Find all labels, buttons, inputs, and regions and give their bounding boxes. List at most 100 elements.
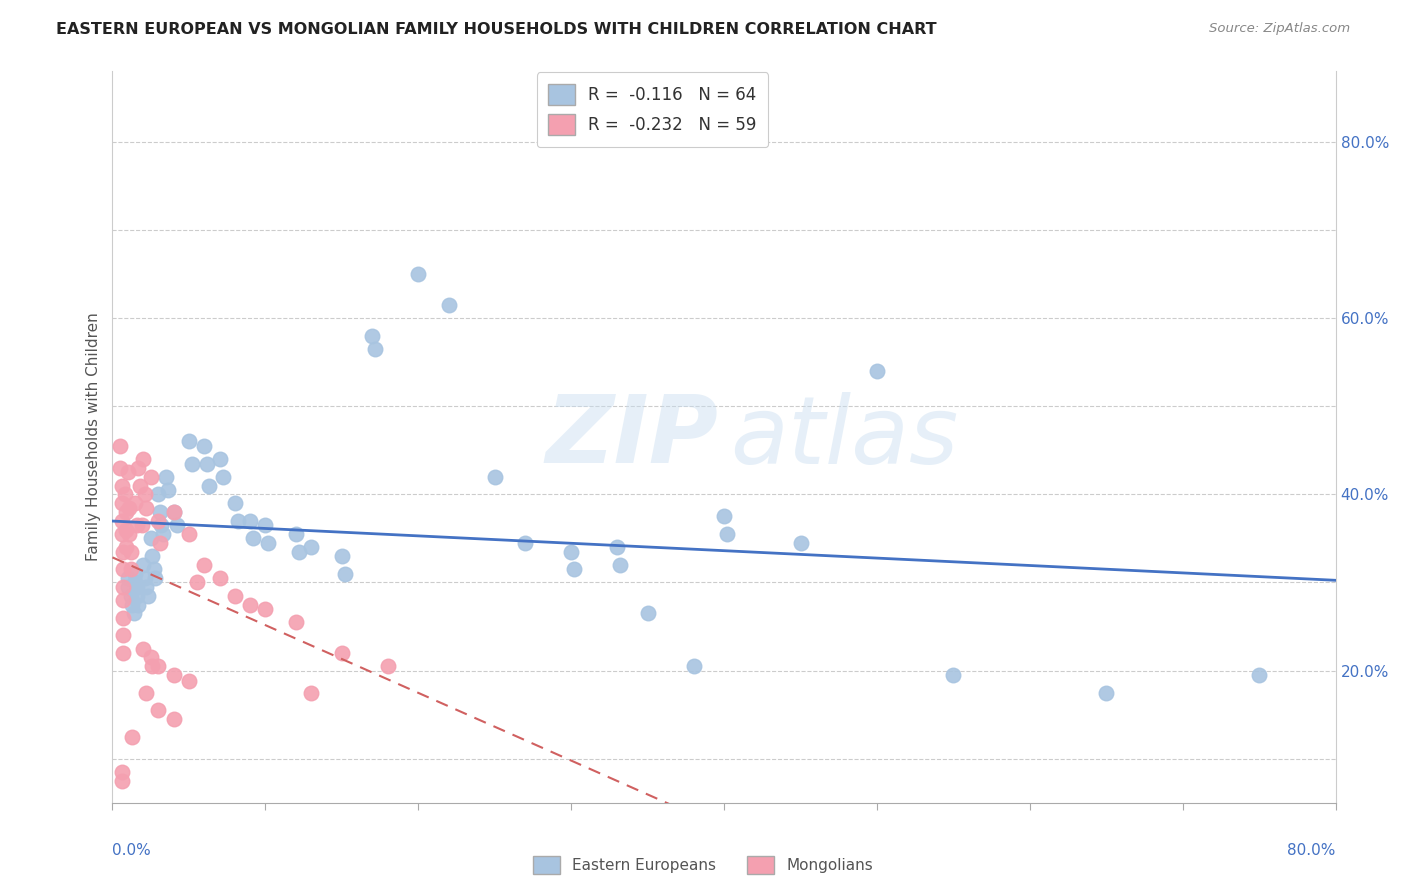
- Point: [148, 487, 170, 501]
- Point: [135, 580, 157, 594]
- Text: 80.0%: 80.0%: [1288, 843, 1336, 858]
- Point: [142, 562, 165, 576]
- Point: [866, 364, 889, 378]
- Point: [111, 773, 134, 788]
- Point: [242, 532, 264, 546]
- Point: [136, 589, 159, 603]
- Point: [121, 598, 143, 612]
- Point: [117, 571, 139, 585]
- Point: [437, 298, 460, 312]
- Point: [129, 478, 152, 492]
- Point: [112, 544, 135, 558]
- Point: [208, 452, 231, 467]
- Point: [239, 598, 262, 612]
- Point: [186, 575, 208, 590]
- Point: [299, 540, 322, 554]
- Point: [139, 650, 162, 665]
- Point: [254, 602, 277, 616]
- Point: [148, 514, 170, 528]
- Point: [150, 518, 173, 533]
- Point: [115, 523, 138, 537]
- Point: [155, 469, 177, 483]
- Point: [224, 589, 246, 603]
- Point: [112, 628, 135, 642]
- Point: [195, 457, 218, 471]
- Point: [117, 466, 139, 480]
- Point: [377, 659, 399, 673]
- Text: atlas: atlas: [730, 392, 959, 483]
- Point: [163, 505, 186, 519]
- Point: [716, 527, 738, 541]
- Point: [484, 469, 506, 483]
- Point: [330, 646, 353, 660]
- Point: [118, 527, 141, 541]
- Point: [112, 562, 135, 576]
- Point: [111, 527, 134, 541]
- Text: Source: ZipAtlas.com: Source: ZipAtlas.com: [1209, 22, 1350, 36]
- Point: [163, 712, 186, 726]
- Point: [124, 496, 146, 510]
- Point: [114, 487, 136, 501]
- Point: [111, 764, 134, 779]
- Point: [125, 518, 148, 533]
- Point: [141, 659, 163, 673]
- Legend: R =  -0.116   N = 64, R =  -0.232   N = 59: R = -0.116 N = 64, R = -0.232 N = 59: [537, 72, 769, 147]
- Y-axis label: Family Households with Children: Family Households with Children: [86, 313, 101, 561]
- Point: [515, 536, 537, 550]
- Point: [139, 469, 162, 483]
- Point: [562, 562, 585, 576]
- Point: [330, 549, 353, 563]
- Point: [115, 505, 138, 519]
- Point: [141, 549, 163, 563]
- Point: [115, 540, 138, 554]
- Point: [122, 607, 145, 621]
- Legend: Eastern Europeans, Mongolians: Eastern Europeans, Mongolians: [526, 850, 880, 880]
- Point: [177, 527, 200, 541]
- Point: [408, 267, 430, 281]
- Point: [112, 593, 135, 607]
- Point: [198, 478, 221, 492]
- Text: EASTERN EUROPEAN VS MONGOLIAN FAMILY HOUSEHOLDS WITH CHILDREN CORRELATION CHART: EASTERN EUROPEAN VS MONGOLIAN FAMILY HOU…: [56, 22, 936, 37]
- Point: [108, 461, 131, 475]
- Point: [127, 461, 149, 475]
- Point: [111, 496, 134, 510]
- Point: [143, 571, 166, 585]
- Point: [124, 566, 146, 581]
- Point: [148, 659, 170, 673]
- Point: [333, 566, 356, 581]
- Point: [163, 668, 186, 682]
- Point: [211, 469, 233, 483]
- Point: [117, 580, 139, 594]
- Point: [112, 646, 135, 660]
- Point: [132, 641, 155, 656]
- Point: [364, 342, 387, 356]
- Point: [149, 505, 172, 519]
- Point: [112, 611, 135, 625]
- Point: [682, 659, 704, 673]
- Point: [181, 457, 204, 471]
- Point: [606, 540, 628, 554]
- Point: [208, 571, 231, 585]
- Point: [284, 527, 308, 541]
- Point: [132, 558, 155, 572]
- Point: [125, 589, 148, 603]
- Point: [139, 532, 162, 546]
- Point: [1095, 686, 1118, 700]
- Point: [120, 589, 142, 603]
- Point: [226, 514, 249, 528]
- Point: [193, 558, 215, 572]
- Point: [148, 703, 170, 717]
- Point: [156, 483, 179, 497]
- Point: [112, 580, 135, 594]
- Point: [131, 518, 153, 533]
- Point: [149, 536, 172, 550]
- Point: [121, 730, 143, 744]
- Point: [560, 544, 582, 558]
- Point: [789, 536, 811, 550]
- Point: [239, 514, 262, 528]
- Point: [124, 575, 146, 590]
- Point: [135, 500, 157, 515]
- Point: [257, 536, 280, 550]
- Point: [127, 598, 149, 612]
- Point: [108, 439, 131, 453]
